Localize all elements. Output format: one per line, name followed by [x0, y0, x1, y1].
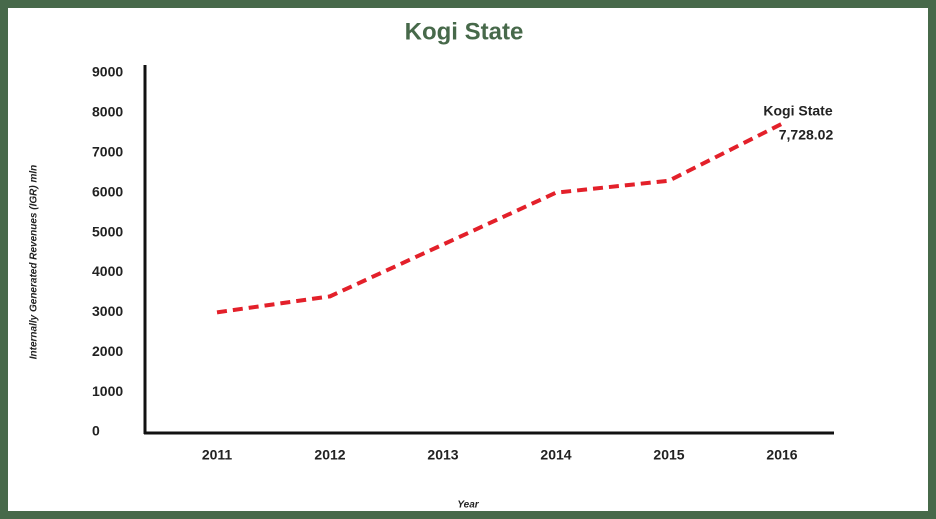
y-tick-label: 4000 — [92, 263, 123, 279]
x-tick-label: 2013 — [427, 447, 458, 463]
x-tick-label: 2014 — [540, 447, 571, 463]
value-label: 7,728.02 — [779, 126, 834, 142]
chart-title: Kogi State — [405, 18, 524, 45]
series-label: Kogi State — [763, 102, 832, 118]
y-tick-label: 9000 — [92, 64, 123, 80]
y-tick-label: 8000 — [92, 104, 123, 120]
x-axis-title: Year — [457, 500, 479, 511]
x-tick-label: 2011 — [202, 447, 233, 463]
y-tick-label: 2000 — [92, 343, 123, 359]
y-tick-label: 6000 — [92, 183, 123, 199]
y-tick-label: 3000 — [92, 303, 123, 319]
y-tick-label: 5000 — [92, 223, 123, 239]
y-tick-label: 1000 — [92, 383, 123, 399]
x-tick-label: 2015 — [653, 447, 684, 463]
y-tick-label: 0 — [92, 423, 100, 439]
x-tick-label: 2016 — [766, 447, 797, 463]
y-axis-title: Internally Generated Revenues (IGR) mln — [29, 165, 40, 360]
y-tick-label: 7000 — [92, 143, 123, 159]
x-tick-label: 2012 — [314, 447, 345, 463]
data-line — [216, 121, 783, 315]
